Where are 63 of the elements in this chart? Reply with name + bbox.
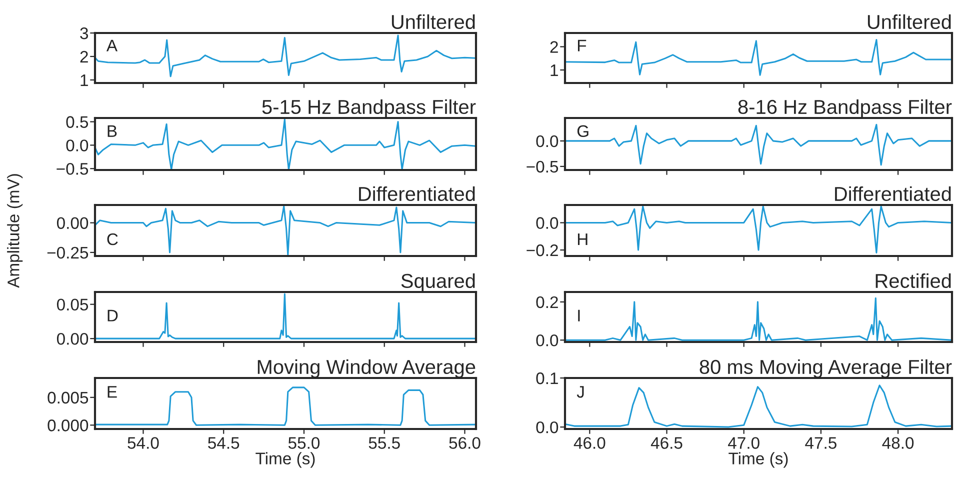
chart-title: Unfiltered — [392, 14, 475, 30]
chart-title: 80 ms Moving Average Filter — [700, 359, 952, 378]
annotation: H — [578, 234, 588, 246]
line-series — [95, 293, 476, 340]
y-axis-title: Amplitude (mV) — [7, 174, 23, 288]
y-tick-label: 0.05 — [56, 298, 88, 311]
y-tick-label: 0.0 — [66, 140, 88, 152]
y-tick-label: 0.2 — [536, 296, 558, 308]
line-series — [565, 206, 952, 254]
x-tick-label: 56.0 — [449, 437, 480, 449]
annotation: D — [108, 310, 118, 322]
annotation: C — [107, 233, 118, 246]
y-tick-label: 0.0 — [536, 334, 558, 346]
x-tick-label: 54.5 — [208, 437, 240, 449]
y-tick-label: 1 — [80, 74, 88, 86]
y-tick-label: 2 — [80, 50, 88, 63]
line-series — [565, 124, 952, 166]
annotation: J — [576, 386, 584, 398]
y-tick-label: 2 — [550, 41, 558, 53]
x-tick-label: 48.0 — [882, 437, 914, 449]
line-series — [565, 384, 952, 428]
annotation: I — [578, 310, 580, 322]
y-tick-label: 0.000 — [48, 420, 88, 432]
x-tick-label: 47.5 — [805, 437, 836, 449]
annotation: E — [108, 386, 117, 398]
line-series — [95, 34, 476, 78]
line-series — [95, 386, 476, 426]
x-tick-label: 46.0 — [574, 437, 606, 449]
y-tick-label: 1 — [550, 64, 558, 76]
line-series — [565, 38, 952, 76]
y-tick-label: 0.00 — [56, 332, 88, 345]
x-tick-label: 55.5 — [368, 437, 400, 449]
x-tick-label: 55.0 — [288, 437, 320, 449]
annotation: B — [108, 125, 117, 137]
chart-title: Squared — [401, 273, 475, 292]
y-tick-label: −0.25 — [47, 246, 88, 259]
y-tick-label: 0.0 — [536, 217, 558, 229]
y-tick-label: −0.2 — [526, 244, 558, 256]
x-tick-label: 47.0 — [728, 437, 760, 449]
y-tick-label: −0.5 — [526, 160, 558, 173]
chart-title: Rectified — [876, 273, 951, 288]
x-axis-title: Time (s) — [728, 452, 788, 468]
line-series — [565, 297, 952, 341]
chart-title: 5-15 Hz Bandpass Filter — [262, 99, 476, 118]
x-tick-label: 46.5 — [650, 437, 682, 449]
chart-title: Moving Window Average — [258, 359, 476, 378]
y-tick-label: 3 — [80, 27, 88, 40]
chart-title: 8-16 Hz Bandpass Filter — [738, 99, 952, 118]
chart-title: Differentiated — [359, 186, 475, 202]
y-tick-label: 0.0 — [536, 421, 558, 434]
y-tick-label: 0.1 — [536, 372, 558, 384]
x-tick-label: 54.0 — [128, 437, 159, 449]
x-axis-title: Time (s) — [256, 452, 315, 468]
annotation: A — [106, 40, 118, 52]
y-tick-label: 0.005 — [48, 392, 88, 404]
y-tick-label: 0.00 — [56, 217, 88, 229]
chart-title: Differentiated — [835, 186, 951, 202]
y-tick-label: −0.5 — [56, 162, 88, 175]
chart-title: Unfiltered — [868, 14, 951, 30]
annotation: F — [578, 40, 586, 52]
y-tick-label: 0.0 — [536, 135, 558, 148]
y-tick-label: 0.5 — [66, 116, 88, 128]
annotation: G — [577, 125, 588, 138]
